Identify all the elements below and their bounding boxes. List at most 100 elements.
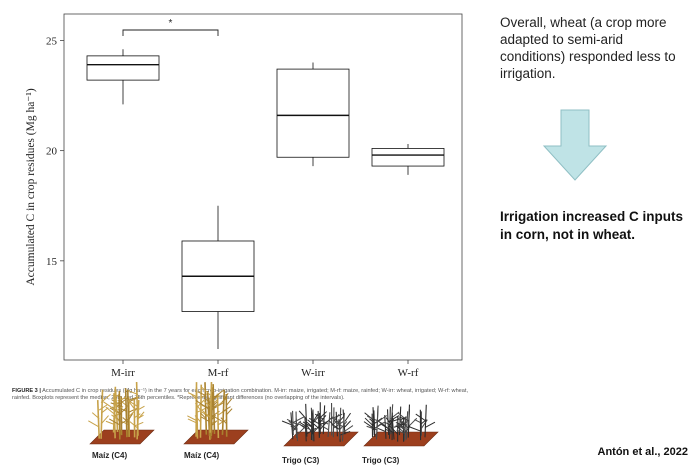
crop-leaf (187, 392, 197, 397)
crop-stalk (372, 407, 375, 436)
crop-leaf (137, 411, 145, 420)
crop-stalk (376, 405, 379, 437)
crop-leaf (226, 408, 233, 415)
box-w-irr (276, 62, 350, 167)
crop-leaf (307, 419, 315, 426)
crop-leaf (367, 415, 377, 421)
crop-stalk (335, 411, 338, 437)
boxplot-chart: 15 20 25 Accumulated C in crop residues (Mg… (25, 13, 463, 379)
crop-leaf (342, 425, 354, 434)
crop-leaf (420, 419, 427, 425)
crop-leaf (344, 420, 352, 428)
side-note: Overall, wheat (a crop more adapted to s… (500, 15, 676, 81)
crop-leaf (376, 421, 385, 428)
crop-leaf (214, 389, 225, 398)
crop-leaf (214, 401, 225, 409)
tray-label-3: Trigo (C3) (282, 456, 320, 465)
crop-stalk (322, 405, 326, 435)
crop-leaf (115, 405, 128, 413)
crop-leaf (100, 407, 109, 414)
crop-stalk (332, 407, 335, 438)
crop-stalk (295, 418, 299, 442)
crop-leaf (136, 405, 145, 411)
crop-leaf (128, 407, 139, 413)
significance-star: * (169, 18, 173, 29)
crop-leaf (339, 421, 348, 431)
crop-leaf (389, 418, 401, 423)
crop-leaf (344, 412, 351, 422)
crop-leaf (127, 400, 139, 408)
crop-leaf (311, 422, 320, 430)
caption-text: Accumulated C in crop residues (Mg ha⁻¹)… (12, 388, 469, 402)
crop-leaf (333, 420, 343, 427)
crop-stalk (124, 388, 128, 438)
crop-leaf (119, 397, 128, 405)
box-body (86, 55, 160, 81)
crop-leaf (134, 421, 144, 427)
down-arrow-shape (542, 109, 608, 181)
box-body (276, 68, 350, 158)
maize-tray-1 (88, 382, 155, 445)
crop-leaf (317, 417, 329, 425)
crop-leaf (396, 423, 407, 432)
crop-leaf (127, 400, 136, 410)
crop-leaf (201, 409, 211, 418)
crop-stalk (388, 406, 391, 439)
figure-panel: 15 20 25 Accumulated C in crop residues (Mg… (12, 13, 484, 465)
crop-stalk (96, 400, 100, 439)
crop-leaf (200, 416, 212, 424)
crop-leaf (102, 401, 114, 410)
crop-leaf (376, 415, 388, 424)
crop-stalk (209, 382, 213, 433)
crop-leaf (187, 415, 197, 421)
crop-leaf (126, 413, 134, 423)
crop-leaf (328, 420, 338, 430)
crop-stalk (312, 409, 315, 442)
crop-leaf (200, 412, 207, 420)
crop-leaf (369, 418, 376, 424)
crop-leaf (301, 424, 313, 432)
crop-leaf (281, 420, 294, 426)
tray-label-1: Maíz (C4) (92, 451, 128, 460)
y-tick-label-20: 20 (46, 146, 58, 158)
crop-leaf (388, 415, 400, 423)
crop-leaf (226, 398, 233, 406)
crop-leaf (200, 386, 211, 396)
plot-frame (63, 13, 463, 361)
crop-leaf (376, 419, 387, 427)
tray-label-4: Trigo (C3) (362, 456, 400, 465)
crop-leaf (397, 423, 405, 429)
crop-leaf (409, 426, 421, 432)
crop-stalk (373, 410, 376, 438)
crop-leaf (388, 418, 395, 428)
down-arrow-icon (542, 109, 608, 181)
crop-stalk (311, 411, 314, 435)
crop-stalk (404, 416, 407, 441)
crop-stalk (216, 393, 220, 439)
crop-stalk (206, 390, 211, 436)
x-tick-label-w-irr: W-irr (301, 367, 325, 379)
x-tick-label-m-rf: M-rf (208, 367, 229, 379)
crop-stalk (398, 406, 402, 436)
crop-leaf (129, 421, 138, 428)
crop-leaf (319, 411, 328, 418)
significance-bracket (122, 29, 219, 36)
caption-label: FIGURE 3 | (12, 388, 41, 394)
crop-stalk (424, 404, 427, 438)
crop-stalk (405, 411, 409, 440)
figure-caption: FIGURE 3 | Accumulated C in crop residue… (12, 388, 484, 403)
soil-bed (283, 431, 359, 447)
crop-leaf (312, 414, 321, 424)
conclusion-text: Irrigation increased C inputs in corn, n… (500, 209, 684, 242)
crop-stalk (339, 407, 342, 440)
crop-stalk (305, 403, 308, 437)
crop-leaf (305, 427, 317, 435)
crop-leaf (128, 407, 139, 417)
crop-leaf (388, 424, 399, 435)
crop-leaf (320, 424, 329, 430)
crop-leaf (197, 391, 207, 397)
crop-stalk (290, 412, 294, 440)
crop-leaf (424, 421, 436, 428)
crop-leaf (302, 421, 313, 428)
